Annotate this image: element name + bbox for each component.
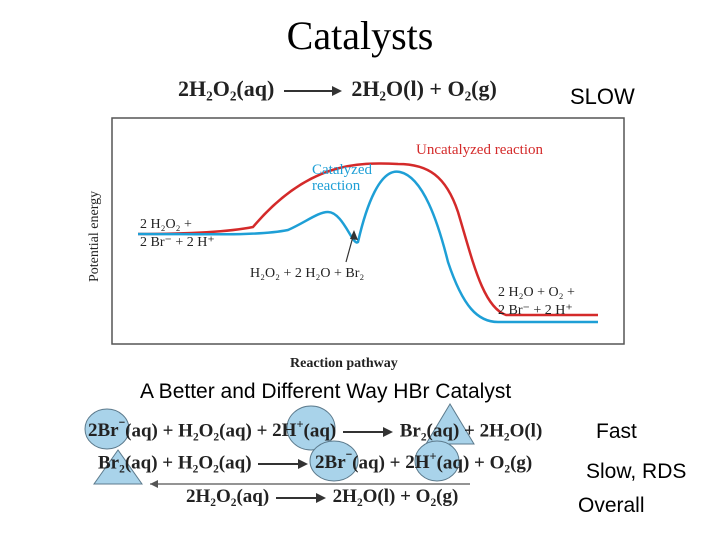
highlight-2h-circle-2: [414, 440, 460, 482]
uncatalyzed-curve: [137, 162, 598, 317]
s1-product-text: (aq) + 2H₂O(l): [426, 420, 543, 442]
intermediate-label: H₂O₂ + 2 H₂O + Br₂: [250, 266, 364, 281]
mechanism-subtitle: A Better and Different Way HBr Catalyst: [140, 380, 512, 403]
highlight-br2-triangle-2: [93, 449, 143, 485]
catalyzed-curve: [137, 170, 598, 324]
s1-2br: 2Br⁻: [88, 418, 126, 442]
top-eq-product-2: O₂(g): [447, 76, 497, 101]
step-1-label: Fast: [596, 420, 637, 443]
s2-product-text: (aq) + O₂(g): [436, 452, 533, 474]
s1-br2-text: Br₂: [399, 420, 427, 442]
s1-mid-text: (aq) + H₂O₂(aq) +: [125, 420, 268, 442]
s2-aq-text: (aq) +: [352, 452, 401, 474]
top-eq-reactant: 2H₂O₂(aq): [178, 76, 275, 101]
reaction-arrow-icon: [283, 85, 342, 97]
step-3-label: Overall: [578, 494, 645, 517]
s1-2h: 2H+: [272, 418, 304, 442]
s2-br2-text: Br₂: [98, 452, 125, 474]
uncatalyzed-label: Uncatalyzed reaction: [416, 142, 544, 158]
step-1-arrow-icon: [342, 426, 393, 437]
reactants-label-line2: 2 Br⁻ + 2 H⁺: [140, 235, 215, 250]
s2-2h-text: 2H: [405, 452, 430, 474]
highlight-2br-circle: [84, 408, 130, 450]
s2-2br: 2Br⁻: [315, 450, 353, 474]
x-axis-label: Reaction pathway: [290, 356, 398, 371]
step-2-label: Slow, RDS: [586, 460, 687, 483]
s2-2h: 2H+: [405, 450, 437, 474]
highlight-shapes: [84, 403, 475, 488]
intermediate-pointer-arrow-head: [350, 230, 358, 240]
s2-2br-text: 2Br: [315, 452, 346, 474]
top-equation: 2H₂O₂(aq) 2H₂O(l) + O₂(g): [178, 76, 497, 102]
catalyzed-label-line1: Catalyzed: [312, 162, 372, 178]
page-title: Catalysts: [286, 13, 434, 58]
y-axis-label: Potential energy: [87, 191, 102, 282]
s2-2h-charge: +: [429, 450, 437, 464]
s1-aq-text: (aq): [303, 420, 337, 442]
highlight-2br-circle-2: [309, 440, 359, 482]
step-2-equation: Br₂(aq) + H₂O₂(aq) 2Br⁻(aq) + 2H+(aq) + …: [98, 450, 532, 474]
highlight-2h-circle: [286, 405, 336, 451]
top-eq-product-1: 2H₂O(l): [351, 76, 424, 101]
diagram-frame: [111, 117, 625, 345]
rate-label-slow: SLOW: [570, 84, 635, 109]
step-3-arrow-icon: [275, 492, 326, 503]
overall-bracket-head: [150, 480, 158, 488]
s2-2br-charge: ⁻: [345, 450, 353, 464]
step-2-arrow-icon: [258, 458, 309, 469]
top-eq-plus: +: [429, 76, 442, 101]
step-3-equation: 2H₂O₂(aq) 2H₂O(l) + O₂(g): [186, 486, 458, 508]
s1-2br-charge: ⁻: [118, 418, 126, 432]
s2-mid-text: (aq) + H₂O₂(aq): [124, 452, 252, 474]
reactants-label-line1: 2 H₂O₂ +: [140, 217, 192, 232]
energy-diagram: Uncatalyzed reaction Catalyzed reaction …: [87, 117, 625, 371]
s3-reactant-text: 2H₂O₂(aq): [186, 486, 270, 507]
s1-2br-text: 2Br: [88, 420, 119, 442]
s3-product-text: 2H₂O(l) + O₂(g): [332, 486, 459, 507]
s1-2h-text: 2H: [272, 420, 297, 442]
products-label-line2: 2 Br⁻ + 2 H⁺: [498, 303, 573, 318]
products-label-line1: 2 H₂O + O₂ +: [498, 285, 575, 300]
highlight-br2-triangle: [425, 403, 475, 445]
catalyzed-label-line2: reaction: [312, 178, 361, 194]
step-1-equation: 2Br⁻(aq) + H₂O₂(aq) + 2H+(aq) Br₂(aq) + …: [88, 418, 542, 442]
s1-2h-charge: +: [296, 418, 304, 432]
